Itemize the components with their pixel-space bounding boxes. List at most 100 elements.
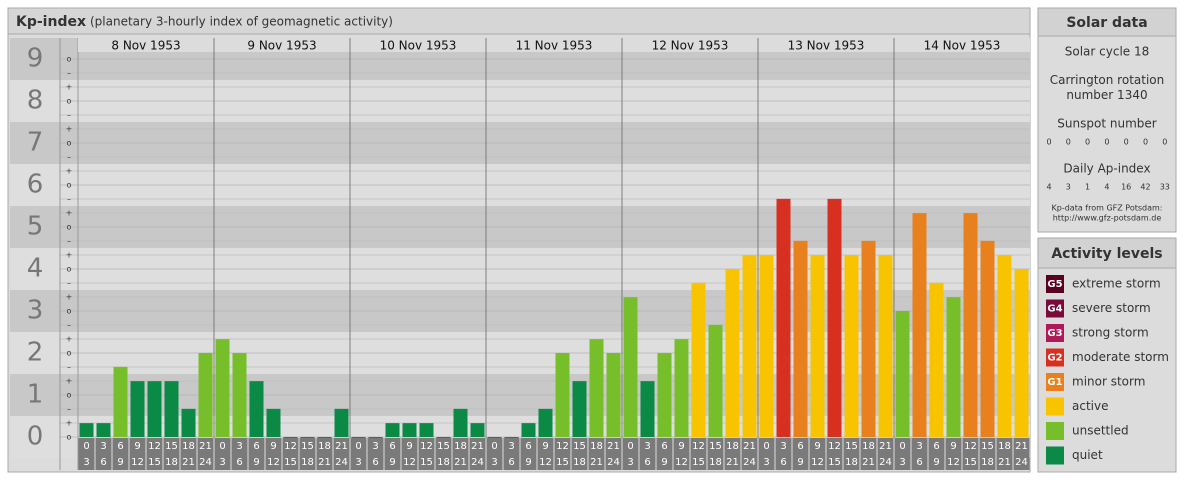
source-url: http://www.gfz-potsdam.de: [1053, 214, 1162, 223]
hour-cell: [333, 438, 350, 470]
hour-start: 21: [607, 441, 620, 452]
hour-end: 24: [1015, 457, 1028, 468]
hour-cell: [486, 438, 503, 470]
kp-suffix: o: [67, 391, 72, 400]
hour-start: 21: [879, 441, 892, 452]
hour-start: 15: [165, 441, 178, 452]
hour-start: 18: [862, 441, 875, 452]
hour-start: 6: [933, 441, 939, 452]
hour-end: 24: [743, 457, 756, 468]
legend-label: moderate storm: [1072, 350, 1169, 364]
bar: [844, 255, 859, 437]
hour-start: 15: [981, 441, 994, 452]
hour-cell: [1013, 438, 1030, 470]
hour-cell: [605, 438, 622, 470]
hour-cell: [673, 438, 690, 470]
hour-end: 18: [845, 457, 858, 468]
hour-start: 12: [556, 441, 569, 452]
hour-end: 9: [797, 457, 803, 468]
day-label: 10 Nov 1953: [380, 39, 457, 53]
hour-cell: [469, 438, 486, 470]
legend-swatch: [1046, 299, 1064, 318]
hour-start: 9: [270, 441, 276, 452]
hour-end: 6: [780, 457, 786, 468]
hour-cell: [860, 438, 877, 470]
hour-end: 21: [454, 457, 467, 468]
bar: [232, 353, 247, 437]
y-tick-label: 2: [27, 338, 44, 368]
bar: [96, 423, 111, 437]
hour-start: 18: [590, 441, 603, 452]
hour-end: 18: [437, 457, 450, 468]
bar: [589, 339, 604, 437]
hour-end: 24: [879, 457, 892, 468]
hour-end: 12: [675, 457, 688, 468]
hour-cell: [622, 438, 639, 470]
kp-suffix: o: [67, 139, 72, 148]
hour-cell: [231, 438, 248, 470]
hour-end: 24: [335, 457, 348, 468]
hour-start: 0: [763, 441, 769, 452]
bar: [521, 423, 536, 437]
bar: [317, 437, 332, 438]
hour-start: 18: [726, 441, 739, 452]
panel-title-bg: [1037, 237, 1177, 269]
hour-end: 24: [607, 457, 620, 468]
hour-start: 9: [406, 441, 412, 452]
kp-suffix: –: [67, 195, 71, 204]
hour-cell: [146, 438, 163, 470]
legend-swatch: [1046, 422, 1064, 440]
hour-cell: [435, 438, 452, 470]
bar: [351, 437, 366, 438]
bar: [79, 423, 94, 437]
bar: [402, 423, 417, 437]
hour-start: 21: [1015, 441, 1028, 452]
hour-end: 12: [403, 457, 416, 468]
title-bar: [7, 7, 1031, 35]
kp-suffix: +: [66, 167, 73, 176]
hour-end: 21: [862, 457, 875, 468]
hour-start: 0: [355, 441, 361, 452]
bar: [810, 255, 825, 437]
hour-start: 6: [661, 441, 667, 452]
hour-cell: [928, 438, 945, 470]
hour-cell: [367, 438, 384, 470]
hour-end: 21: [318, 457, 331, 468]
hour-end: 9: [933, 457, 939, 468]
sunspot-title: Sunspot number: [1057, 117, 1156, 131]
hour-cell: [452, 438, 469, 470]
hour-start: 18: [182, 441, 195, 452]
bar: [878, 255, 893, 437]
kp-suffix: +: [66, 209, 73, 218]
hour-end: 15: [692, 457, 705, 468]
day-header: [622, 38, 758, 52]
kp-suffix: o: [67, 349, 72, 358]
hour-start: 21: [743, 441, 756, 452]
hour-end: 12: [131, 457, 144, 468]
hour-end: 3: [355, 457, 361, 468]
bar: [538, 408, 553, 437]
hour-start: 9: [678, 441, 684, 452]
kp-suffix: o: [67, 223, 72, 232]
ap-value: 33: [1160, 183, 1170, 192]
day-label: 8 Nov 1953: [111, 39, 180, 53]
kp-suffix: +: [66, 377, 73, 386]
hour-end: 18: [709, 457, 722, 468]
hour-end: 18: [165, 457, 178, 468]
bar: [113, 366, 128, 437]
bar: [623, 297, 638, 437]
legend-swatch: [1046, 446, 1064, 465]
hour-start: 15: [709, 441, 722, 452]
hour-end: 24: [199, 457, 212, 468]
kp-suffix: –: [67, 405, 71, 414]
bar: [759, 255, 774, 437]
bar: [929, 282, 944, 437]
chart-subtitle: (planetary 3-hourly index of geomagnetic…: [90, 15, 393, 29]
hour-cell: [350, 438, 367, 470]
hour-cell: [741, 438, 758, 470]
legend-label: extreme storm: [1072, 277, 1161, 291]
hour-end: 12: [947, 457, 960, 468]
legend-badge: G1: [1047, 377, 1062, 388]
kp-suffix: –: [67, 321, 71, 330]
y-tick-label: 7: [27, 128, 44, 158]
